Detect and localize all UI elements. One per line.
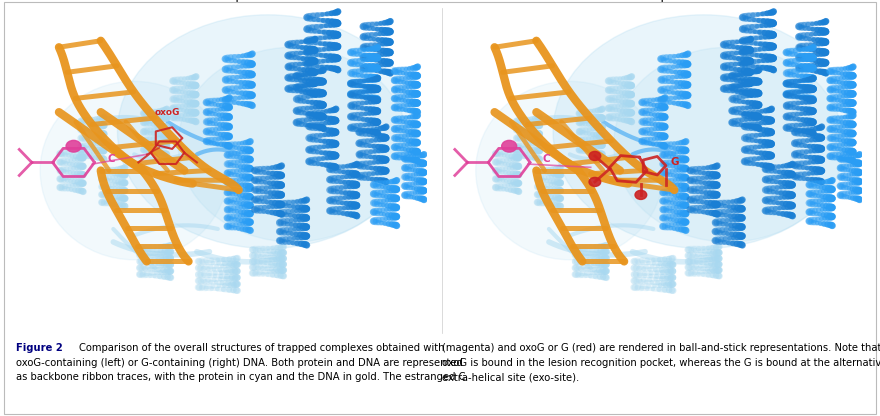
Text: Comparison of the overall structures of trapped complexes obtained with: Comparison of the overall structures of … [79,343,444,353]
Ellipse shape [178,47,408,242]
Text: Figure 2: Figure 2 [16,343,62,353]
Text: oxoG is bound in the lesion recognition pocket, whereas the G is bound at the al: oxoG is bound in the lesion recognition … [442,358,880,368]
Text: G: G [671,157,678,168]
Circle shape [66,140,81,152]
Ellipse shape [118,15,419,248]
Text: C: C [107,154,114,164]
Text: extra-helical site (exo-site).: extra-helical site (exo-site). [442,372,579,382]
Ellipse shape [40,81,228,260]
Text: oxoG: oxoG [155,108,180,117]
Ellipse shape [613,47,844,242]
Ellipse shape [553,15,854,248]
Circle shape [502,140,517,152]
Circle shape [589,151,601,161]
Text: G complex: G complex [620,0,686,3]
Text: C: C [543,154,550,164]
Text: as backbone ribbon traces, with the protein in cyan and the DNA in gold. The est: as backbone ribbon traces, with the prot… [16,372,466,382]
Text: oxoG-containing (left) or G-containing (right) DNA. Both protein and DNA are rep: oxoG-containing (left) or G-containing (… [16,358,463,368]
Circle shape [589,177,601,186]
Circle shape [635,191,647,199]
Ellipse shape [476,81,664,260]
Text: oxoG complex: oxoG complex [173,0,262,3]
Text: (magenta) and oxoG or G (red) are rendered in ball-and-stick representations. No: (magenta) and oxoG or G (red) are render… [442,343,880,353]
